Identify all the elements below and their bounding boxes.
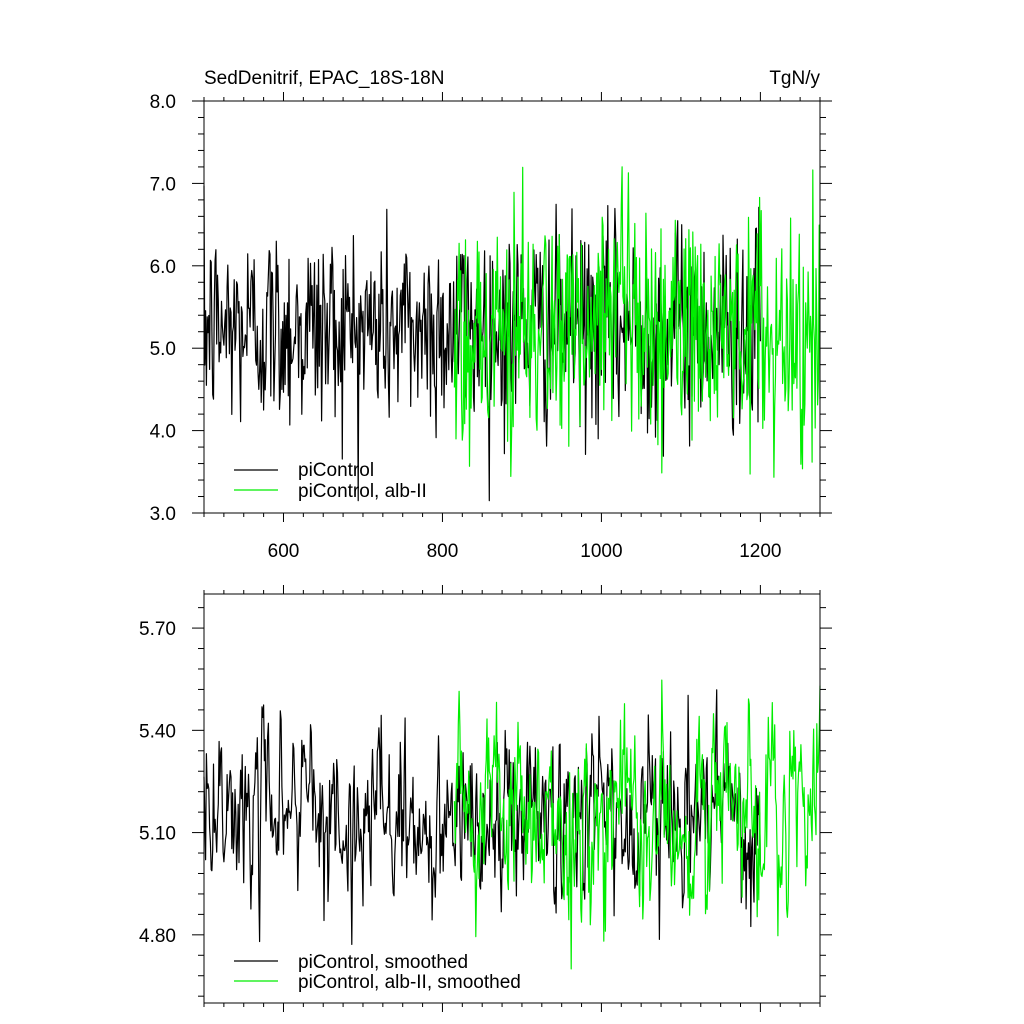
bottom-panel: 4.80 5.10 5.40 5.70 piControl, smoothed piC… (139, 585, 832, 1012)
y-tick-label: 5.10 (139, 824, 176, 845)
bottom-series-group (203, 679, 821, 970)
bottom-plot-frame (203, 593, 821, 1004)
y-tick-label: 5.70 (139, 619, 176, 640)
series-line-0-0 (203, 185, 761, 502)
top-panel: SedDenitrif, EPAC_18S-18N TgN/y 600 800 10… (150, 68, 832, 562)
y-tick-label: 5.40 (139, 721, 176, 742)
top-panel-units: TgN/y (769, 68, 820, 89)
y-tick-label: 6.0 (150, 257, 176, 278)
bottom-legend: piControl, smoothed piControl, alb-II, s… (234, 952, 521, 993)
y-tick-label: 4.80 (139, 926, 176, 947)
y-tick-label: 5.0 (150, 339, 176, 360)
y-tick-label: 8.0 (150, 92, 176, 113)
y-tick-label: 7.0 (150, 174, 176, 195)
bottom-legend-label-picontrol-smoothed: piControl, smoothed (298, 952, 468, 973)
x-tick-label: 800 (427, 541, 459, 562)
bottom-axes: 4.80 5.10 5.40 5.70 (139, 585, 832, 1012)
series-line-1-0 (203, 689, 761, 946)
top-legend-label-alb-ii: piControl, alb-II (298, 481, 427, 502)
top-panel-title: SedDenitrif, EPAC_18S-18N (204, 68, 444, 89)
x-tick-label: 1000 (580, 541, 622, 562)
top-legend: piControl piControl, alb-II (234, 460, 427, 502)
y-tick-label: 3.0 (150, 504, 176, 525)
series-line-1-1 (453, 679, 821, 970)
y-tick-label: 4.0 (150, 422, 176, 443)
bottom-legend-label-alb-ii-smoothed: piControl, alb-II, smoothed (298, 972, 521, 993)
top-plot-frame (203, 100, 821, 514)
top-axes: 600 800 1000 1200 3.0 4.0 5.0 6.0 7.0 8.0 (150, 92, 832, 562)
x-tick-label: 1200 (739, 541, 781, 562)
x-tick-label: 600 (268, 541, 300, 562)
top-series-group (203, 166, 821, 502)
series-line-0-1 (453, 166, 821, 478)
top-legend-label-picontrol: piControl (298, 460, 374, 481)
